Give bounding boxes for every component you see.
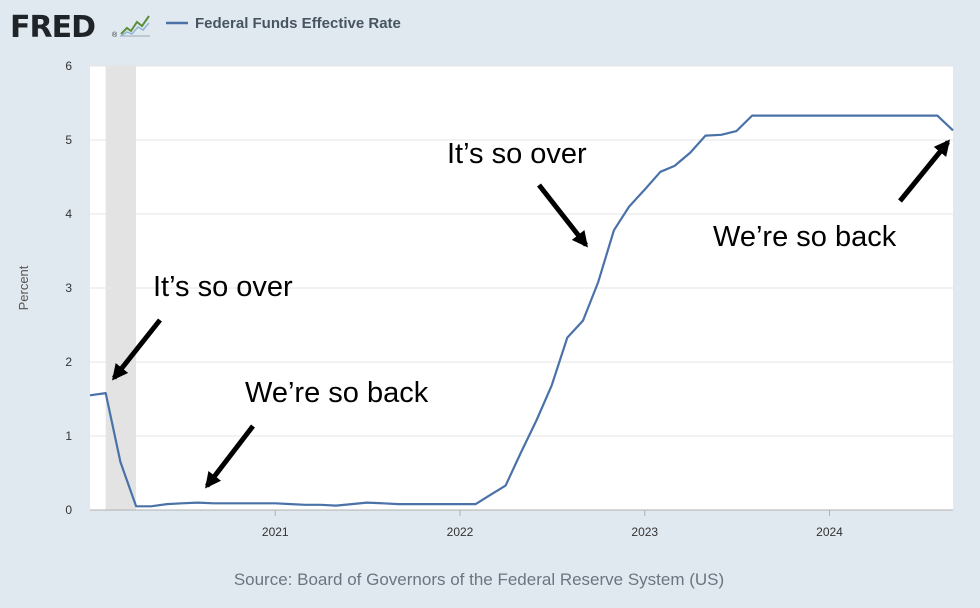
series-line-fedfunds[interactable]: [89, 114, 954, 508]
source-note: Source: Board of Governors of the Federa…: [234, 570, 724, 589]
x-tick-label: 2021: [262, 525, 289, 539]
y-axis-title: Percent: [16, 265, 31, 310]
annotation-label: We’re so back: [245, 377, 429, 409]
fred-logo[interactable]: FRED: [10, 10, 96, 45]
series-layer: [89, 114, 954, 508]
y-tick-labels: 0 1 2 3 4 5 6: [65, 59, 72, 517]
x-tick-label: 2023: [631, 525, 658, 539]
annotation-arrow: [112, 318, 162, 381]
y-tick-label: 4: [65, 207, 72, 221]
x-tick-label: 2024: [816, 525, 843, 539]
registered-mark: ®: [112, 31, 118, 39]
x-tick-label: 2022: [447, 525, 474, 539]
y-tick-label: 6: [65, 59, 72, 73]
annotation-arrow: [537, 183, 588, 248]
annotation-label: It’s so over: [447, 138, 587, 170]
grid-layer: [90, 65, 953, 511]
y-tick-label: 0: [65, 503, 72, 517]
sparkline-chart-icon: [118, 12, 152, 40]
y-tick-label: 5: [65, 133, 72, 147]
annotation-arrow: [898, 139, 951, 203]
legend-label[interactable]: Federal Funds Effective Rate: [195, 15, 401, 32]
header: FRED ® Federal Funds Effective Rate: [10, 10, 401, 45]
y-tick-label: 3: [65, 281, 72, 295]
annotation-layer: It’s so over We’re so back It’s so over We’…: [112, 138, 951, 489]
annotation-arrow: [205, 424, 255, 489]
y-tick-label: 1: [65, 429, 72, 443]
annotation-label: It’s so over: [153, 271, 293, 303]
x-tick-labels: 2021 2022 2023 2024: [262, 510, 843, 539]
y-tick-label: 2: [65, 355, 72, 369]
annotation-label: We’re so back: [713, 221, 897, 253]
